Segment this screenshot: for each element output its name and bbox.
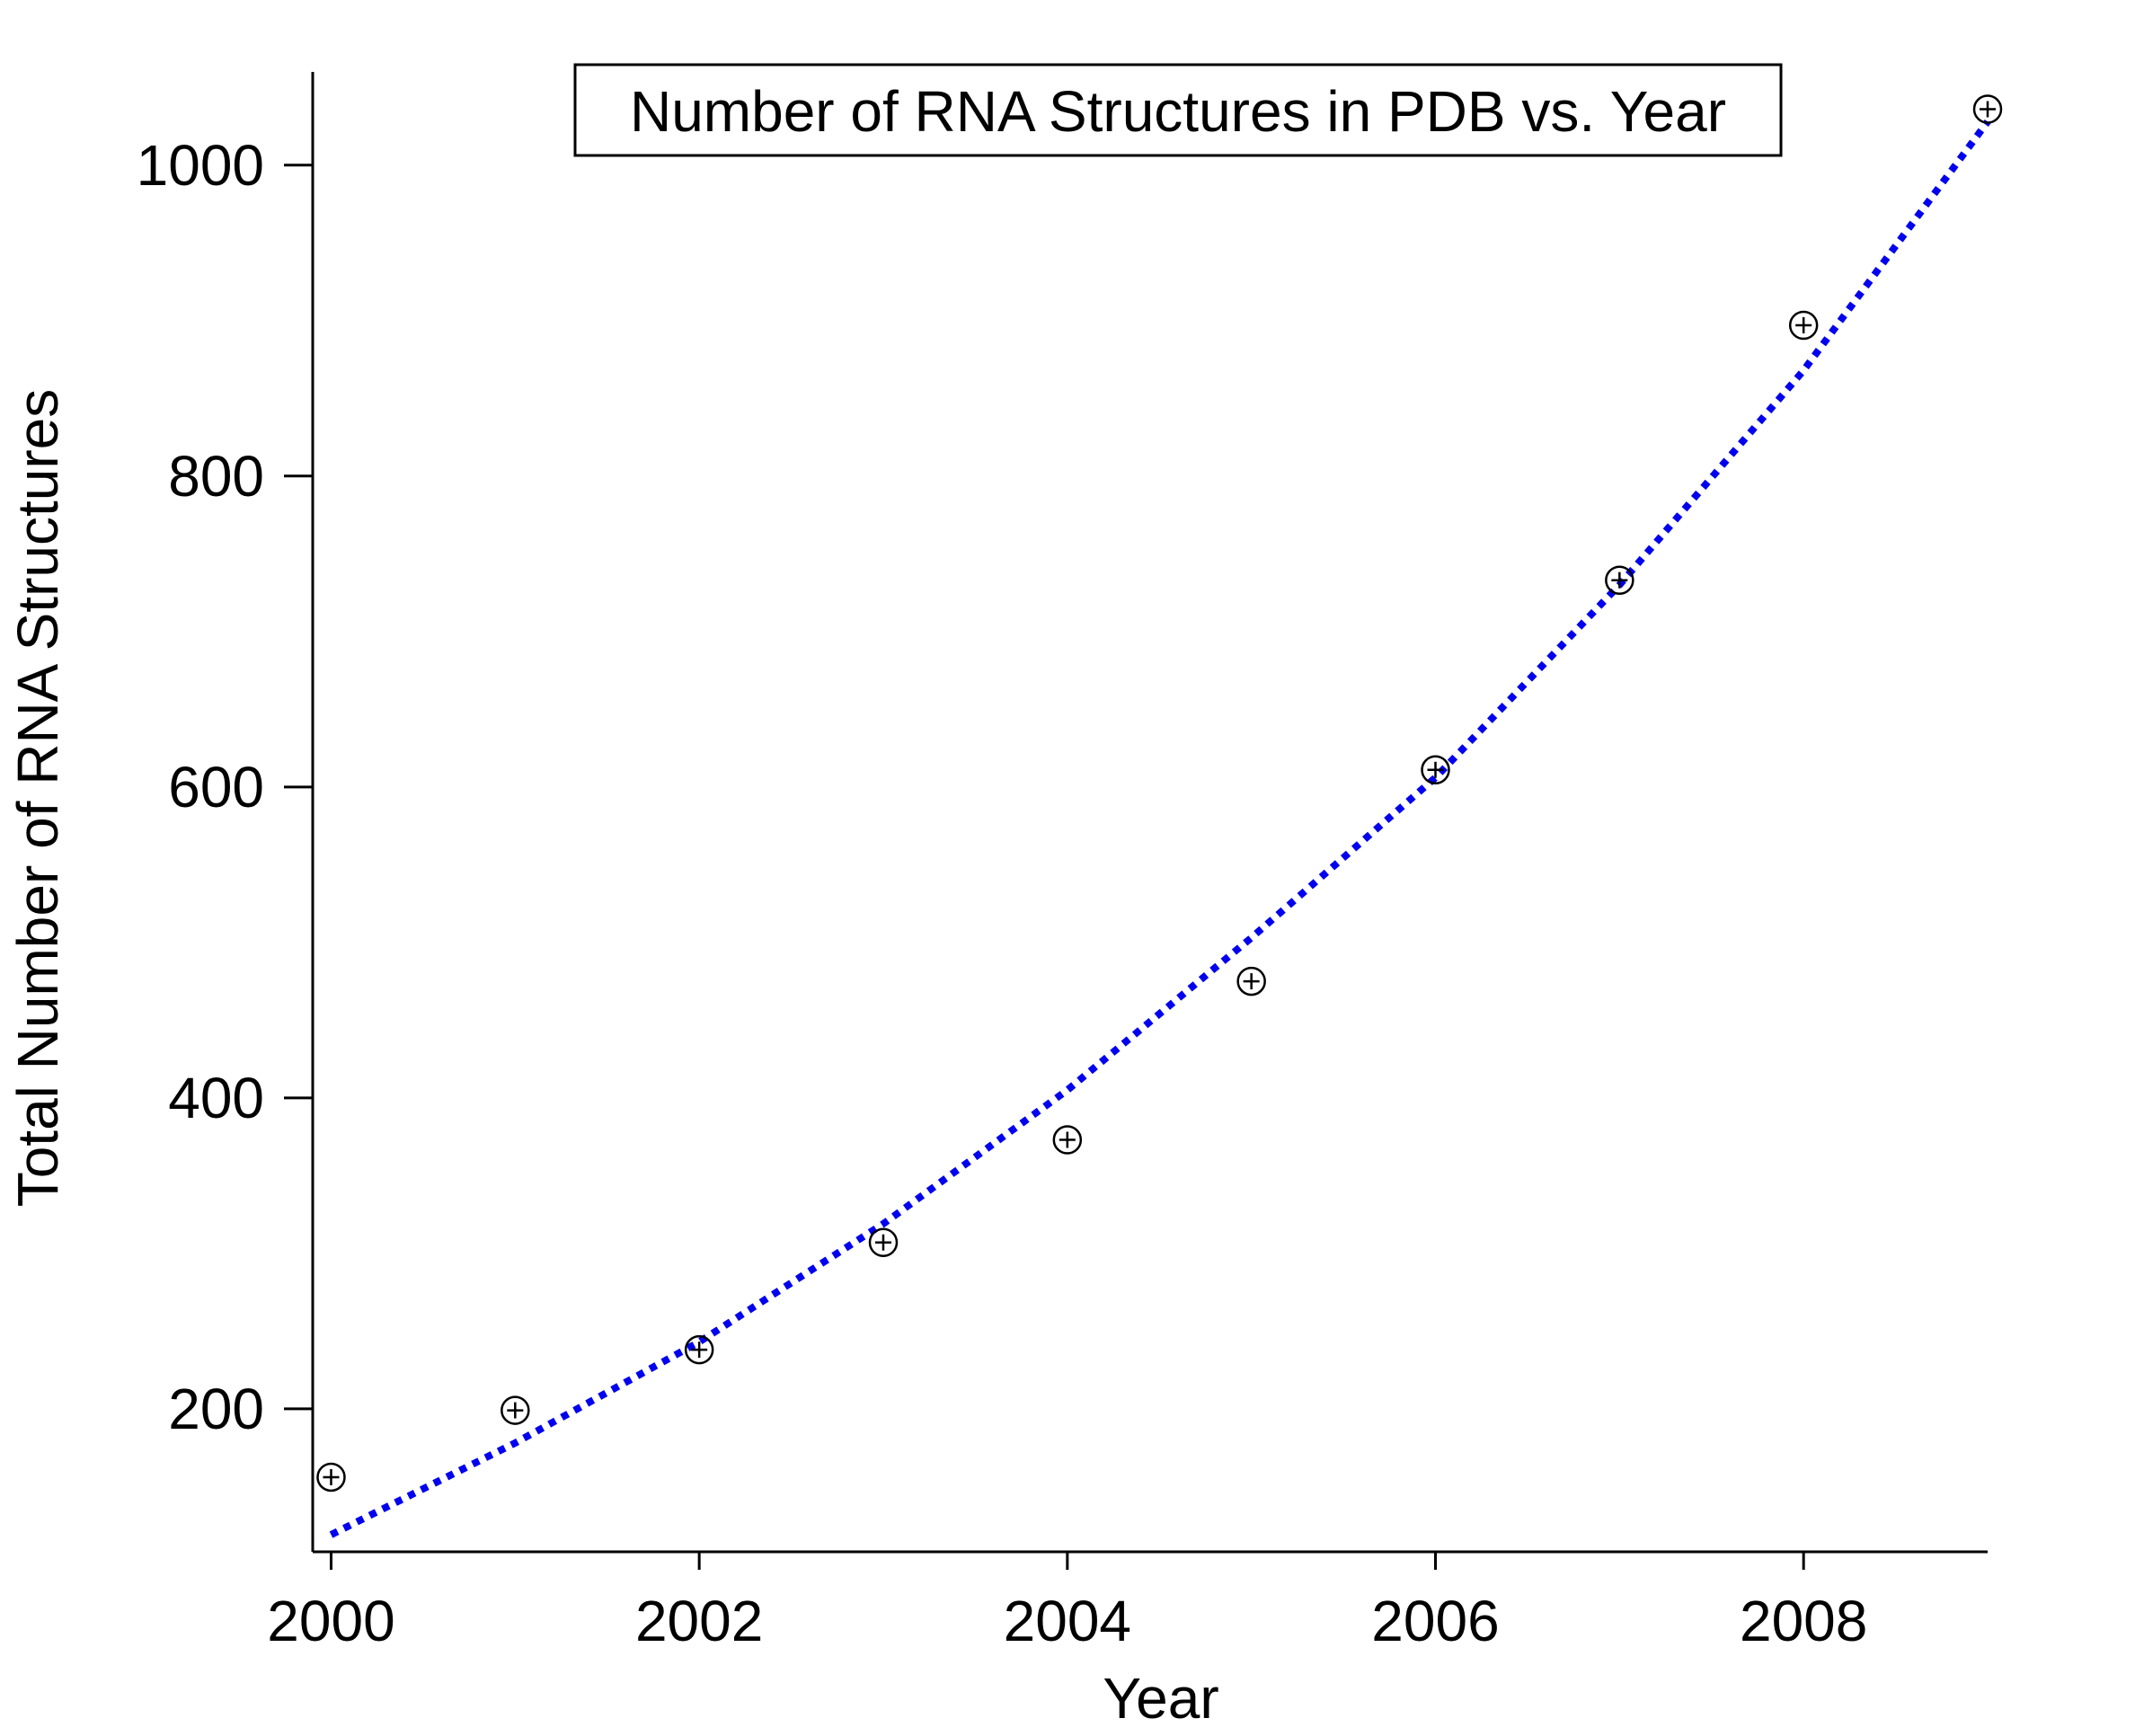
data-point-circle — [868, 1227, 899, 1257]
data-point — [316, 1462, 346, 1492]
x-axis-title: Year — [1103, 1666, 1218, 1731]
y-tick-label: 600 — [168, 755, 264, 819]
x-tick-label: 2008 — [1740, 1589, 1867, 1653]
axes — [311, 72, 1988, 1554]
data-point — [501, 1395, 530, 1425]
data-point — [868, 1227, 899, 1257]
data-point — [1972, 94, 2003, 124]
data-point-circle — [684, 1334, 714, 1365]
data-point — [684, 1334, 714, 1365]
data-point — [1421, 755, 1450, 785]
data-point — [1236, 966, 1266, 996]
chart-title-box: Number of RNA Structures in PDB vs. Year — [573, 63, 1783, 157]
x-tick-label: 2000 — [267, 1589, 394, 1653]
x-tick-label: 2006 — [1371, 1589, 1499, 1653]
data-point-circle — [1421, 755, 1450, 785]
data-point-circle — [1605, 565, 1634, 595]
data-point-circle — [501, 1395, 530, 1425]
data-point-circle — [1052, 1125, 1083, 1155]
chart-title-frame — [573, 63, 1783, 157]
data-point — [1052, 1125, 1083, 1155]
y-tick-label: 400 — [168, 1066, 264, 1130]
y-axis-title: Total Number of RNA Structures — [5, 389, 70, 1208]
data-point-circle — [1236, 966, 1266, 996]
data-point — [1605, 565, 1634, 595]
data-point-circle — [1788, 310, 1819, 341]
fit-line — [329, 120, 1991, 1538]
x-tick-label: 2004 — [1004, 1589, 1131, 1653]
y-tick-label: 200 — [168, 1377, 264, 1441]
plot-area — [316, 94, 2003, 1538]
x-tick-label: 2002 — [635, 1589, 763, 1653]
data-point — [1788, 310, 1819, 341]
y-tick-label: 1000 — [137, 133, 264, 198]
y-tick-label: 800 — [168, 444, 264, 509]
data-point-circle — [316, 1462, 346, 1492]
ticks: 2000 2002 2004 2006 2008 200 400 600 800 1000 — [137, 133, 1868, 1653]
chart-title: Number of RNA Structures in PDB vs. Year — [630, 79, 1726, 144]
data-point-circle — [1972, 94, 2003, 124]
